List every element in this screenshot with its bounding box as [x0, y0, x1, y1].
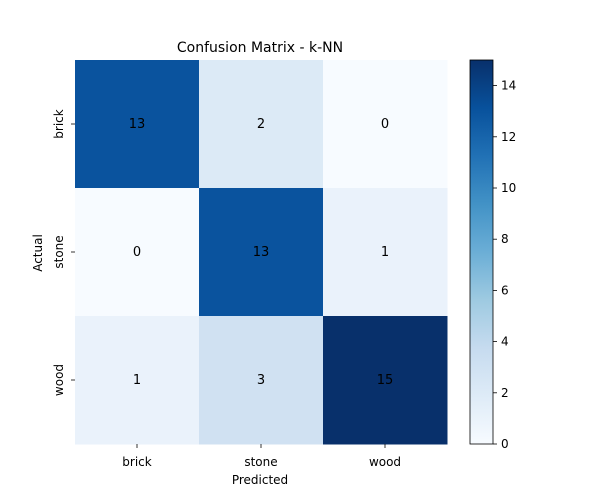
heatmap-cell	[323, 316, 448, 445]
colorbar-tick-label: 2	[501, 386, 509, 400]
colorbar	[469, 59, 494, 445]
heatmap-cell	[75, 188, 200, 317]
x-axis-ticks: brick stone wood	[122, 444, 401, 469]
chart-title: Confusion Matrix - k-NN	[177, 40, 343, 56]
x-tick-label: brick	[122, 455, 151, 469]
colorbar-tick-label: 6	[501, 283, 509, 297]
cell-value-label: 1	[381, 245, 389, 260]
colorbar-tick-label: 0	[501, 437, 509, 451]
x-tick-label: stone	[244, 455, 277, 469]
heatmap-cell	[75, 60, 200, 189]
colorbar-tick-label: 4	[501, 335, 509, 349]
cell-value-label: 13	[129, 117, 146, 132]
cell-value-label: 15	[377, 373, 394, 388]
heatmap-cell	[199, 188, 324, 317]
heatmap-cell	[75, 316, 200, 445]
colorbar-tick-label: 12	[501, 130, 516, 144]
y-axis-ticks: brick stone wood	[52, 109, 75, 396]
cell-value-label: 13	[253, 245, 270, 260]
cell-value-label: 2	[257, 117, 265, 132]
colorbar-tick-label: 8	[501, 232, 509, 246]
x-tick-label: wood	[369, 455, 401, 469]
y-axis-label: Actual	[31, 234, 45, 272]
heatmap-cell	[323, 188, 448, 317]
heatmap-cell	[323, 60, 448, 189]
cell-value-label: 3	[257, 373, 265, 388]
colorbar-tick-label: 14	[501, 79, 516, 93]
cell-value-label: 1	[133, 373, 141, 388]
heatmap-cell	[199, 60, 324, 189]
colorbar-gradient	[469, 59, 494, 445]
cell-value-label: 0	[381, 117, 389, 132]
heatmap-cell	[199, 316, 324, 445]
cell-value-label: 0	[133, 245, 141, 260]
colorbar-ticks: 0 2 4 6 8 10 12 14	[493, 79, 516, 451]
x-axis-label: Predicted	[232, 473, 288, 487]
y-tick-label: wood	[52, 364, 66, 396]
y-tick-label: stone	[52, 235, 66, 268]
y-tick-label: brick	[52, 109, 66, 138]
heatmap-cells: 13 2 00 13 11 3 15	[75, 60, 448, 445]
colorbar-tick-label: 10	[501, 181, 516, 195]
